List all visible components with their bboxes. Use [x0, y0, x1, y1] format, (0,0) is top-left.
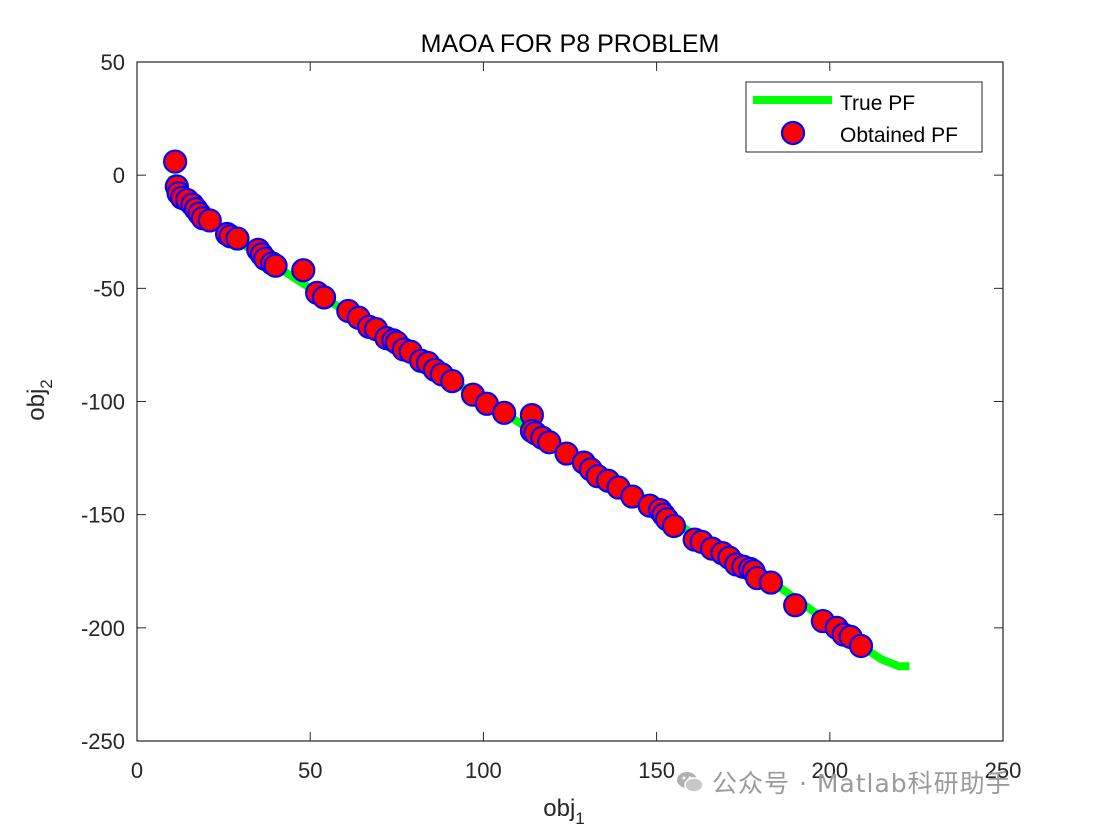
- obtained-pf-point: [492, 400, 517, 425]
- legend-obtained-pf-label: Obtained PF: [840, 124, 958, 147]
- x-tick-label: 150: [638, 758, 675, 783]
- y-axis-ticks: -250 -200 -150 -100 -50 0 50: [81, 50, 1003, 754]
- y-tick-label: -100: [81, 390, 125, 415]
- obtained-pf-point: [197, 208, 222, 233]
- plot-area: [137, 62, 1003, 741]
- x-tick-label: 200: [811, 758, 848, 783]
- x-axis-label-base: obj: [543, 795, 575, 822]
- obtained-pf-point: [783, 593, 808, 618]
- x-axis-label-sub: 1: [575, 809, 584, 826]
- y-axis-label-base: obj: [23, 389, 50, 421]
- obtained-pf-point: [291, 258, 316, 283]
- y-tick-label: -200: [81, 616, 125, 641]
- x-tick-label: 250: [985, 758, 1022, 783]
- y-tick-label: -150: [81, 503, 125, 528]
- obtained-pf-layer: [163, 149, 874, 659]
- obtained-pf-point: [263, 253, 288, 278]
- y-tick-label: 0: [113, 163, 125, 188]
- obtained-pf-point: [440, 369, 465, 394]
- y-axis-label-sub: 2: [37, 379, 56, 388]
- y-axis-label: obj2: [23, 379, 56, 421]
- wechat-icon: [676, 770, 704, 794]
- watermark: 公众号 · Matlab科研助手: [676, 762, 1012, 802]
- x-tick-label: 50: [298, 758, 322, 783]
- obtained-pf-point: [163, 149, 188, 174]
- x-tick-label: 0: [131, 758, 143, 783]
- y-tick-label: -50: [93, 276, 125, 301]
- x-axis-label: obj1: [543, 795, 585, 826]
- chart-title: MAOA FOR P8 PROBLEM: [421, 30, 720, 58]
- obtained-pf-point: [225, 226, 250, 251]
- obtained-pf-point: [758, 570, 784, 595]
- obtained-pf-point: [537, 430, 562, 455]
- x-axis-ticks: 0 50 100 150 200 250: [131, 62, 1021, 783]
- x-tick-label: 100: [465, 758, 502, 783]
- y-tick-label: 50: [101, 50, 125, 75]
- obtained-pf-point: [311, 285, 337, 310]
- watermark-text: 公众号 · Matlab科研助手: [712, 769, 1012, 798]
- legend-true-pf-label: True PF: [840, 92, 915, 115]
- obtained-pf-point: [661, 513, 687, 539]
- legend: True PF Obtained PF: [745, 81, 983, 153]
- obtained-pf-point: [848, 633, 874, 659]
- y-tick-label: -250: [81, 729, 125, 754]
- legend-obtained-pf-swatch: [780, 120, 806, 146]
